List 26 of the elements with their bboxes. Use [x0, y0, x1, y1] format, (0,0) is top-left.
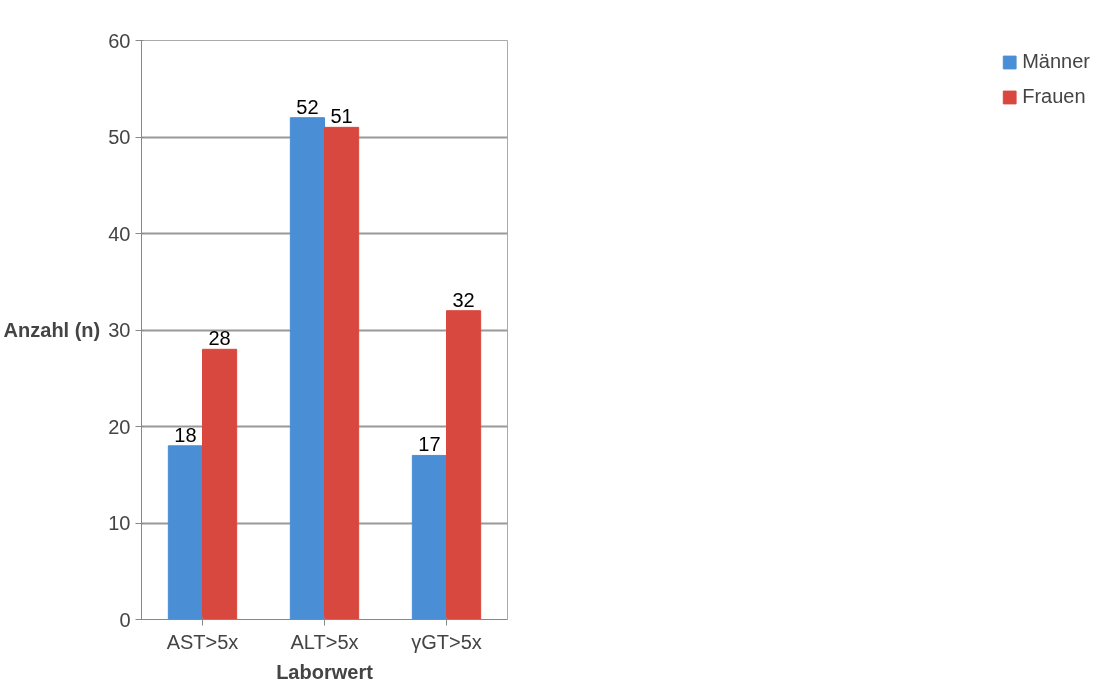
data-label: 32 — [452, 288, 475, 311]
y-axis-title: Anzahl (n) — [3, 319, 101, 341]
bar — [289, 117, 325, 620]
y-tick-label: 0 — [119, 608, 131, 631]
bar — [202, 348, 238, 620]
x-axis-title: Laborwert — [276, 660, 374, 683]
data-label: 17 — [418, 433, 441, 456]
bar — [411, 454, 447, 620]
x-tick-label: γGT>5x — [411, 630, 482, 653]
bar — [324, 126, 360, 620]
legend-label: Frauen — [1022, 85, 1086, 108]
data-label: 51 — [330, 105, 353, 128]
y-tick-label: 40 — [108, 222, 131, 245]
bar — [167, 445, 203, 620]
data-label: 52 — [296, 95, 319, 118]
data-label: 28 — [208, 327, 231, 350]
y-tick-label: 50 — [108, 126, 131, 148]
legend-label: Männer — [1022, 50, 1090, 73]
y-tick-label: 30 — [108, 319, 131, 341]
x-tick-label: AST>5x — [166, 630, 239, 653]
y-tick-label: 60 — [108, 29, 131, 52]
y-tick-label: 20 — [108, 415, 131, 438]
data-label: 18 — [174, 423, 197, 446]
x-tick-label: ALT>5x — [290, 630, 359, 653]
bar — [446, 310, 482, 620]
y-tick-label: 10 — [108, 512, 131, 534]
